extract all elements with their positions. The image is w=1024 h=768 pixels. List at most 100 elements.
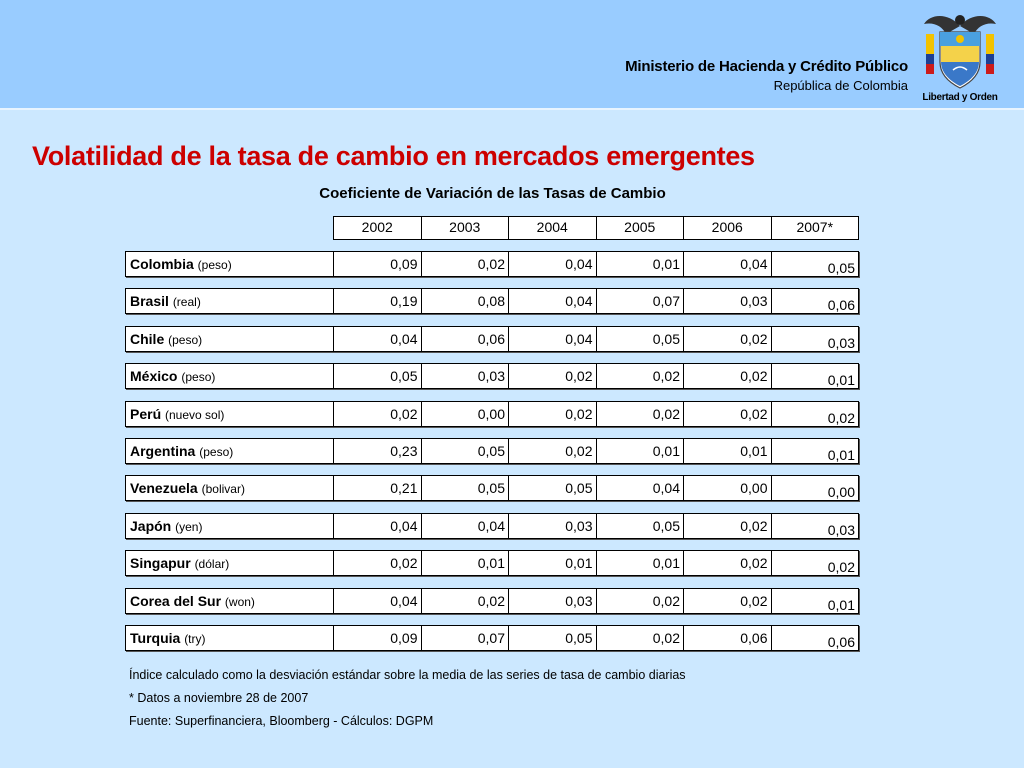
value-cell: 0,02 [390, 406, 418, 422]
value-cell: 0,02 [595, 364, 684, 388]
motto-text: Libertad y Orden [922, 92, 998, 103]
currency-name: (won) [224, 595, 255, 609]
row-label: Colombia (peso) [125, 251, 334, 277]
row-label: Venezuela (bolivar) [125, 475, 334, 501]
value-cell: 0,04 [683, 252, 771, 276]
value-cell: 0,09 [390, 630, 418, 646]
value-cell: 0,02 [683, 589, 771, 613]
value-cell: 0,01 [508, 551, 596, 575]
value-cell: 0,03 [770, 327, 859, 351]
value-cell: 0,01 [683, 439, 771, 463]
value-cell: 0,02 [508, 402, 596, 426]
country-name: Venezuela [130, 480, 198, 496]
value-cell: 0,02 [508, 364, 596, 388]
value-cell: 0,01 [420, 551, 509, 575]
country-name: Turquia [130, 630, 181, 646]
value-cell: 0,03 [420, 364, 509, 388]
value-cell: 0,01 [770, 364, 859, 388]
value-cell: 0,02 [390, 555, 418, 571]
value-cell: 0,02 [595, 589, 684, 613]
value-cell: 0,02 [770, 551, 859, 575]
table-row: 0,09 0,02 0,04 0,01 0,04 0,05 [333, 251, 859, 277]
page-title: Volatilidad de la tasa de cambio en merc… [32, 141, 755, 171]
value-cell: 0,05 [595, 514, 684, 538]
year-header: 2004 [508, 217, 596, 239]
table-row: 0,05 0,03 0,02 0,02 0,02 0,01 [333, 363, 859, 389]
value-cell: 0,00 [683, 476, 771, 500]
value-cell: 0,04 [595, 476, 684, 500]
currency-name: (bolivar) [201, 482, 245, 496]
value-cell: 0,02 [683, 402, 771, 426]
value-cell: 0,02 [420, 252, 509, 276]
currency-name: (peso) [199, 445, 234, 459]
value-cell: 0,03 [508, 514, 596, 538]
currency-name: (dólar) [194, 557, 230, 571]
year-header: 2003 [420, 217, 509, 239]
value-cell: 0,04 [390, 331, 418, 347]
table-row: 0,02 0,01 0,01 0,01 0,02 0,02 [333, 550, 859, 576]
country-name: Corea del Sur [130, 593, 222, 609]
value-cell: 0,01 [770, 439, 859, 463]
table-row: 0,04 0,02 0,03 0,02 0,02 0,01 [333, 588, 859, 614]
value-cell: 0,21 [390, 480, 418, 496]
value-cell: 0,07 [420, 626, 509, 650]
footnote-date: * Datos a noviembre 28 de 2007 [129, 691, 309, 705]
value-cell: 0,05 [508, 476, 596, 500]
value-cell: 0,05 [420, 476, 509, 500]
value-cell: 0,06 [683, 626, 771, 650]
value-cell: 0,06 [770, 289, 859, 313]
value-cell: 0,03 [770, 514, 859, 538]
value-cell: 0,04 [508, 252, 596, 276]
currency-name: (real) [172, 295, 201, 309]
value-cell: 0,04 [420, 514, 509, 538]
table-row: 0,21 0,05 0,05 0,04 0,00 0,00 [333, 475, 859, 501]
table-row: 0,04 0,06 0,04 0,05 0,02 0,03 [333, 326, 859, 352]
value-cell: 0,05 [390, 368, 418, 384]
value-cell: 0,05 [770, 252, 859, 276]
value-cell: 0,02 [683, 514, 771, 538]
year-header: 2007* [770, 217, 859, 239]
value-cell: 0,02 [595, 402, 684, 426]
currency-name: (peso) [168, 333, 203, 347]
country-name: Argentina [130, 443, 196, 459]
ministry-name: Ministerio de Hacienda y Crédito Público [625, 58, 908, 75]
country-name: México [130, 368, 178, 384]
table-row: 0,04 0,04 0,03 0,05 0,02 0,03 [333, 513, 859, 539]
year-header: 2006 [683, 217, 771, 239]
republic-name: República de Colombia [773, 78, 908, 93]
value-cell: 0,05 [420, 439, 509, 463]
value-cell: 0,23 [390, 443, 418, 459]
row-label: Perú (nuevo sol) [125, 401, 334, 427]
value-cell: 0,04 [390, 593, 418, 609]
value-cell: 0,01 [770, 589, 859, 613]
row-label: Argentina (peso) [125, 438, 334, 464]
row-label: México (peso) [125, 363, 334, 389]
year-header: 2002 [361, 219, 393, 235]
value-cell: 0,02 [770, 402, 859, 426]
currency-name: (peso) [181, 370, 216, 384]
value-cell: 0,01 [595, 252, 684, 276]
value-cell: 0,00 [420, 402, 509, 426]
row-label: Brasil (real) [125, 288, 334, 314]
row-label: Chile (peso) [125, 326, 334, 352]
year-header-row: 2002 2003 2004 2005 2006 2007* [333, 216, 859, 240]
value-cell: 0,01 [595, 439, 684, 463]
header-bar: Ministerio de Hacienda y Crédito Público… [0, 0, 1024, 110]
value-cell: 0,06 [420, 327, 509, 351]
country-name: Colombia [130, 256, 194, 272]
row-label: Japón (yen) [125, 513, 334, 539]
value-cell: 0,01 [595, 551, 684, 575]
value-cell: 0,02 [683, 551, 771, 575]
row-label: Turquia (try) [125, 625, 334, 651]
value-cell: 0,03 [683, 289, 771, 313]
value-cell: 0,04 [390, 518, 418, 534]
value-cell: 0,03 [508, 589, 596, 613]
value-cell: 0,02 [683, 327, 771, 351]
currency-name: (peso) [197, 258, 232, 272]
value-cell: 0,08 [420, 289, 509, 313]
value-cell: 0,02 [595, 626, 684, 650]
value-cell: 0,04 [508, 327, 596, 351]
country-name: Brasil [130, 293, 169, 309]
country-name: Chile [130, 331, 165, 347]
table-subtitle: Coeficiente de Variación de las Tasas de… [319, 185, 666, 202]
